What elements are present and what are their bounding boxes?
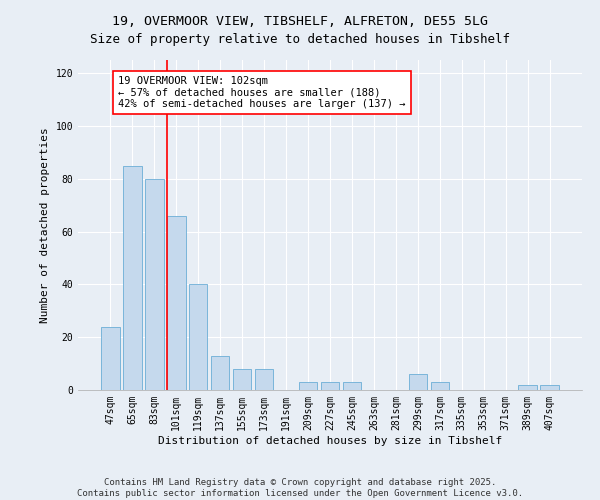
Bar	[320, 382, 340, 390]
Bar	[541, 384, 559, 390]
Bar	[211, 356, 229, 390]
Y-axis label: Number of detached properties: Number of detached properties	[40, 127, 50, 323]
Bar	[167, 216, 185, 390]
Bar	[255, 369, 274, 390]
Bar	[101, 326, 119, 390]
Bar	[189, 284, 208, 390]
Bar	[518, 384, 537, 390]
Bar	[409, 374, 427, 390]
Bar	[431, 382, 449, 390]
Text: 19 OVERMOOR VIEW: 102sqm
← 57% of detached houses are smaller (188)
42% of semi-: 19 OVERMOOR VIEW: 102sqm ← 57% of detach…	[118, 76, 406, 109]
Bar	[123, 166, 142, 390]
X-axis label: Distribution of detached houses by size in Tibshelf: Distribution of detached houses by size …	[158, 436, 502, 446]
Bar	[299, 382, 317, 390]
Text: Contains HM Land Registry data © Crown copyright and database right 2025.
Contai: Contains HM Land Registry data © Crown c…	[77, 478, 523, 498]
Bar	[233, 369, 251, 390]
Bar	[343, 382, 361, 390]
Text: 19, OVERMOOR VIEW, TIBSHELF, ALFRETON, DE55 5LG: 19, OVERMOOR VIEW, TIBSHELF, ALFRETON, D…	[112, 15, 488, 28]
Text: Size of property relative to detached houses in Tibshelf: Size of property relative to detached ho…	[90, 32, 510, 46]
Bar	[145, 179, 164, 390]
